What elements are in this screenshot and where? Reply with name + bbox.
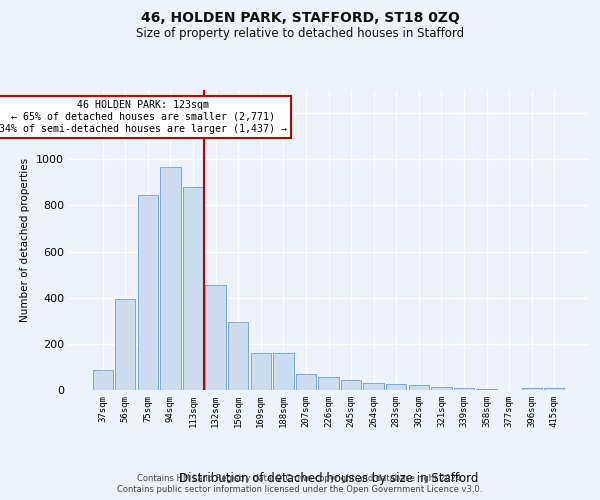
Bar (228, 322, 248, 390)
Bar (160, 168, 181, 390)
Bar (386, 384, 406, 390)
Bar (364, 383, 384, 390)
X-axis label: Distribution of detached houses by size in Stafford: Distribution of detached houses by size … (179, 472, 478, 484)
Text: 46, HOLDEN PARK, STAFFORD, ST18 0ZQ: 46, HOLDEN PARK, STAFFORD, ST18 0ZQ (140, 11, 460, 25)
Bar (251, 353, 271, 390)
Bar (92, 370, 113, 390)
Bar (544, 388, 565, 390)
Y-axis label: Number of detached properties: Number of detached properties (20, 158, 31, 322)
Text: 46 HOLDEN PARK: 123sqm
← 65% of detached houses are smaller (2,771)
34% of semi-: 46 HOLDEN PARK: 123sqm ← 65% of detached… (0, 100, 287, 134)
Text: Size of property relative to detached houses in Stafford: Size of property relative to detached ho… (136, 28, 464, 40)
Text: Contains HM Land Registry data © Crown copyright and database right 2024.
Contai: Contains HM Land Registry data © Crown c… (118, 474, 482, 494)
Bar (454, 388, 474, 390)
Bar (341, 380, 361, 390)
Bar (431, 386, 452, 390)
Bar (115, 299, 136, 390)
Bar (205, 285, 226, 390)
Bar (409, 386, 429, 390)
Bar (521, 388, 542, 390)
Bar (138, 195, 158, 390)
Bar (273, 353, 293, 390)
Bar (319, 378, 338, 390)
Bar (476, 389, 497, 390)
Bar (296, 374, 316, 390)
Bar (183, 187, 203, 390)
